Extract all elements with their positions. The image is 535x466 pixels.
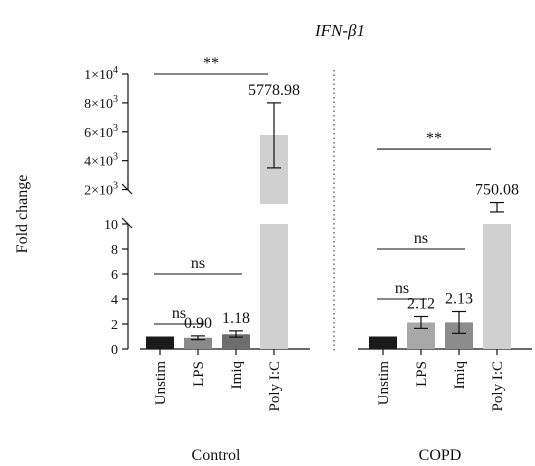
control-bar-imiq	[222, 334, 250, 349]
significance-label: **	[203, 55, 219, 72]
y-tick-label: 2×103	[84, 181, 118, 199]
y-axis-break-mark	[121, 217, 133, 229]
group-label-copd: COPD	[419, 447, 462, 464]
y-tick-label: 6	[111, 268, 118, 283]
group-label-control: Control	[192, 447, 241, 464]
data-label: 2.13	[445, 291, 473, 308]
chart-marks: 0 2 4 6 8 10 2×103 4×103 6×103 8×103 1×104 Unstim 0.…	[84, 55, 532, 464]
category-label: LPS	[191, 361, 207, 387]
y-tick-label: 8×103	[84, 94, 118, 112]
significance-label: ns	[172, 305, 186, 322]
y-tick-label: 4	[111, 293, 118, 308]
significance-label: ns	[414, 230, 428, 247]
y-tick-label: 1×104	[84, 65, 118, 83]
control-bar-unstim	[146, 336, 174, 349]
control-bar-lps	[184, 337, 212, 349]
y-axis-title: Fold change	[14, 175, 31, 254]
category-label: Poly I:C	[490, 361, 506, 411]
control-bar-polyic	[260, 224, 288, 349]
copd-bar-unstim	[369, 336, 397, 349]
category-label: Imiq	[452, 361, 468, 390]
significance-label: ns	[395, 280, 409, 297]
copd-bar-polyic	[483, 224, 511, 349]
data-label: 2.12	[407, 296, 435, 313]
y-tick-label: 2	[111, 318, 118, 333]
chart-title: IFN-β1	[314, 21, 365, 40]
data-label: 5778.98	[248, 82, 300, 99]
y-tick-label: 4×103	[84, 152, 118, 170]
category-label: LPS	[414, 361, 430, 387]
data-label: 1.18	[222, 310, 250, 327]
y-tick-label: 8	[111, 243, 118, 258]
y-tick-label: 10	[104, 218, 118, 233]
category-label: Unstim	[153, 361, 169, 406]
category-label: Poly I:C	[267, 361, 283, 411]
category-label: Imiq	[229, 361, 245, 390]
category-label: Unstim	[376, 361, 392, 406]
significance-label: **	[426, 130, 442, 147]
y-tick-label: 6×103	[84, 123, 118, 141]
data-label: 750.08	[475, 182, 519, 199]
significance-label: ns	[191, 255, 205, 272]
data-label: 0.90	[184, 315, 212, 332]
y-tick-label: 0	[111, 343, 118, 358]
